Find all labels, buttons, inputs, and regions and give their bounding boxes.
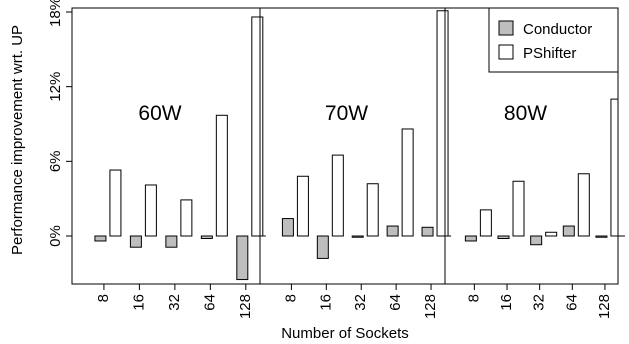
- bar-pshifter: [296, 175, 309, 237]
- x-tick-label: 8: [95, 294, 112, 302]
- bar-conductor: [94, 235, 107, 242]
- x-tick-label: 128: [596, 294, 613, 319]
- bar-pshifter: [401, 128, 414, 237]
- bar-conductor: [200, 235, 213, 239]
- legend-label-pshifter: PShifter: [523, 45, 576, 62]
- legend-swatch-conductor: [498, 20, 514, 36]
- bar-pshifter: [331, 154, 344, 237]
- panel-label-0: 60W: [138, 102, 181, 125]
- bar-pshifter: [144, 184, 157, 237]
- x-tick-label: 32: [166, 294, 183, 311]
- x-tick-label: 16: [317, 294, 334, 311]
- x-tick-label: 128: [237, 294, 254, 319]
- y-tick-label: 0%: [47, 225, 64, 247]
- y-tick-label: 18%: [47, 0, 64, 27]
- labels-layer: 0% 6% 12% 18% 60W 8 16 32 64 128 70W 8 16 32 64 128 80W 8…: [47, 0, 613, 319]
- bars-layer: [94, 10, 618, 281]
- x-tick-label: 64: [387, 294, 404, 311]
- bar-conductor: [421, 226, 434, 237]
- y-axis-title: Performance improvement wrt. UP: [9, 25, 26, 255]
- bar-pshifter: [436, 10, 449, 237]
- legend-swatch-pshifter: [498, 44, 514, 60]
- bar-pshifter: [512, 180, 525, 237]
- x-tick-label: 128: [422, 294, 439, 319]
- bar-conductor: [497, 235, 510, 239]
- bar-conductor: [464, 235, 477, 242]
- bar-conductor: [595, 235, 608, 238]
- plot-frame: [71, 7, 619, 285]
- x-axis-title: Number of Sockets: [281, 325, 409, 342]
- bar-pshifter: [545, 231, 558, 237]
- bar-pshifter: [180, 199, 193, 237]
- x-tick-label: 32: [531, 294, 548, 311]
- panel-label-2: 80W: [504, 102, 547, 125]
- axes-layer: [66, 7, 625, 290]
- bar-conductor: [316, 235, 329, 259]
- x-tick-label: 64: [563, 294, 580, 311]
- x-tick-label: 32: [352, 294, 369, 311]
- legend: Conductor PShifter: [488, 7, 619, 73]
- x-tick-label: 64: [201, 294, 218, 311]
- bar-pshifter: [577, 173, 590, 237]
- y-tick-label: 6%: [47, 150, 64, 172]
- panel-label-1: 70W: [325, 102, 368, 125]
- bar-pshifter: [479, 209, 492, 237]
- bar-pshifter: [215, 114, 228, 237]
- bar-pshifter: [366, 183, 379, 237]
- bar-pshifter: [251, 16, 264, 237]
- x-tick-label: 8: [465, 294, 482, 302]
- bar-conductor: [351, 235, 364, 238]
- bar-conductor: [386, 225, 399, 237]
- legend-label-conductor: Conductor: [523, 21, 592, 38]
- bar-conductor: [129, 235, 142, 248]
- bar-pshifter: [610, 98, 618, 237]
- bar-conductor: [562, 225, 575, 237]
- bar-conductor: [165, 235, 178, 248]
- legend-box: [488, 7, 619, 73]
- bar-conductor: [530, 235, 543, 246]
- x-tick-label: 8: [282, 294, 299, 302]
- bar-pshifter: [109, 169, 122, 237]
- bar-conductor: [236, 235, 249, 281]
- bar-conductor: [281, 218, 294, 237]
- x-tick-label: 16: [498, 294, 515, 311]
- x-tick-label: 16: [130, 294, 147, 311]
- y-tick-label: 12%: [47, 72, 64, 102]
